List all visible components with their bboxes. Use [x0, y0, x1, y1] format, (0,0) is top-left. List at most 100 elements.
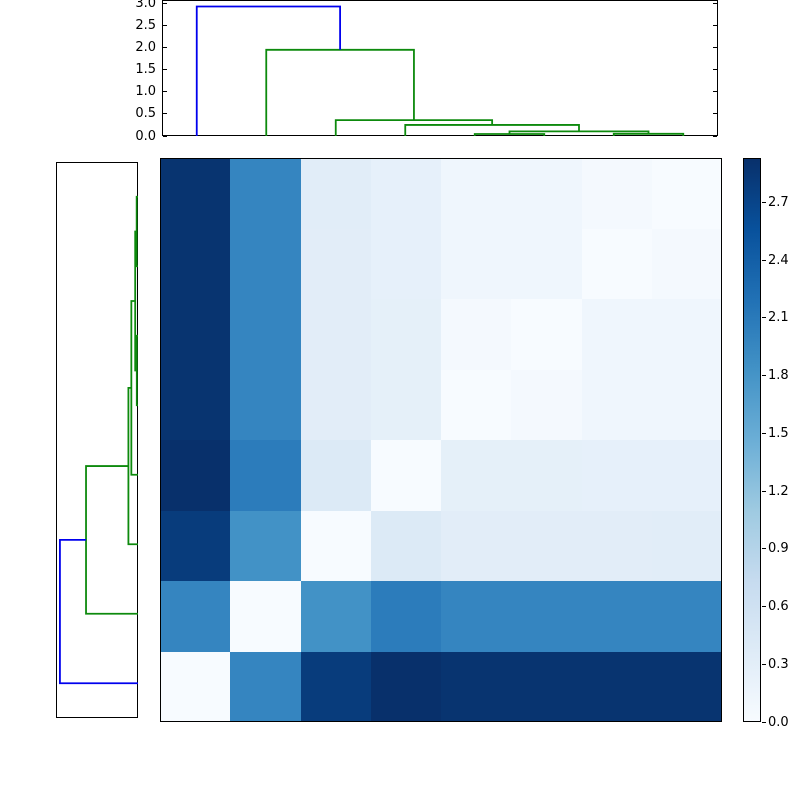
heatmap-matrix [160, 158, 722, 722]
colorbar-tick-label: 0.6 [768, 599, 789, 614]
heatmap-cell [511, 229, 582, 299]
heatmap-cell [441, 440, 511, 511]
top-axis-tick-label: 0.5 [135, 106, 156, 122]
heatmap-cell [371, 299, 441, 370]
heatmap-cell [371, 581, 441, 652]
heatmap-cell [230, 370, 301, 440]
heatmap-cell [160, 652, 230, 722]
colorbar-tick [762, 259, 766, 261]
top-axis-tick-label: 3.0 [135, 0, 156, 11]
colorbar-tick-label: 2.7 [768, 194, 789, 210]
heatmap-cell [511, 511, 582, 581]
heatmap-cell [301, 370, 371, 440]
colorbar-tick-label: 0.3 [768, 656, 789, 672]
heatmap-cell [441, 229, 511, 299]
heatmap-cell [371, 229, 441, 299]
colorbar-tick [762, 663, 766, 665]
top-axis-tick-left [163, 91, 167, 93]
heatmap-cell [582, 440, 652, 511]
colorbar-tick [762, 490, 766, 492]
heatmap-cell [301, 229, 371, 299]
heatmap-border [160, 158, 722, 722]
heatmap-cell [160, 440, 230, 511]
top-axis-tick-right [713, 91, 717, 93]
colorbar-tick-label: 2.4 [768, 252, 789, 268]
heatmap-cell [160, 511, 230, 581]
heatmap-cell [582, 158, 652, 229]
colorbar-tick [762, 721, 766, 723]
heatmap-cell [511, 440, 582, 511]
top-axis-tick-left [163, 135, 167, 137]
colorbar-tick-label: 1.2 [768, 483, 789, 499]
heatmap-cell [230, 440, 301, 511]
top-axis-tick-label: 2.5 [135, 18, 156, 33]
heatmap-cell [441, 370, 511, 440]
heatmap-cell [441, 581, 511, 652]
top-axis-tick-right [713, 25, 717, 26]
heatmap-cell [230, 511, 301, 581]
top-axis-tick-right [713, 135, 717, 137]
colorbar-tick-label: 0.9 [768, 541, 789, 557]
heatmap-cell [230, 229, 301, 299]
heatmap-cell [160, 299, 230, 370]
heatmap-cell [160, 229, 230, 299]
left-dendrogram-axes [56, 162, 138, 718]
top-axis-tick-label: 0.0 [135, 128, 156, 144]
heatmap-cell [301, 158, 371, 229]
heatmap-cell [582, 652, 652, 722]
top-axis-tick-left [163, 2, 167, 4]
heatmap-cell [582, 299, 652, 370]
heatmap-cell [301, 652, 371, 722]
heatmap-cell [371, 440, 441, 511]
colorbar-tick [762, 375, 766, 376]
colorbar-tick [762, 548, 766, 550]
heatmap-cell [371, 511, 441, 581]
heatmap-cell [652, 299, 722, 370]
heatmap-cell [160, 158, 230, 229]
heatmap-cell [160, 370, 230, 440]
heatmap-cell [441, 158, 511, 229]
top-dendrogram-axes [162, 0, 718, 136]
heatmap-cell [652, 511, 722, 581]
top-axis-tick-label: 1.0 [135, 84, 156, 100]
heatmap-cell [371, 158, 441, 229]
heatmap-cell [582, 370, 652, 440]
heatmap-cell [371, 370, 441, 440]
heatmap-cell [230, 581, 301, 652]
heatmap-cell [160, 581, 230, 652]
top-axis-tick-left [163, 25, 167, 26]
heatmap-cell [511, 581, 582, 652]
heatmap-cell [301, 511, 371, 581]
colorbar-tick [762, 317, 766, 319]
colorbar-tick-label: 1.5 [768, 425, 789, 441]
heatmap-cell [582, 229, 652, 299]
top-axis-tick-right [713, 47, 717, 49]
heatmap-cell [652, 440, 722, 511]
heatmap-cell [230, 299, 301, 370]
top-axis-tick-right [713, 69, 717, 71]
heatmap-cell [511, 370, 582, 440]
colorbar [743, 158, 761, 722]
heatmap-cell [652, 229, 722, 299]
heatmap-cell [511, 299, 582, 370]
heatmap-cell [441, 511, 511, 581]
colorbar-tick [762, 432, 766, 434]
heatmap-cell [301, 440, 371, 511]
heatmap-cell [371, 652, 441, 722]
colorbar-tick [762, 201, 766, 203]
colorbar-tick [762, 606, 766, 607]
colorbar-tick-label: 1.8 [768, 368, 789, 383]
heatmap-cell [230, 652, 301, 722]
top-axis-tick-right [713, 113, 717, 115]
top-axis-tick-label: 2.0 [135, 40, 156, 56]
heatmap-cell [582, 511, 652, 581]
heatmap-cell [582, 581, 652, 652]
heatmap-cell [230, 158, 301, 229]
top-axis-tick-left [163, 69, 167, 71]
top-axis-tick-left [163, 47, 167, 49]
colorbar-tick-label: 2.1 [768, 310, 789, 326]
top-axis-tick-label: 1.5 [135, 62, 156, 78]
heatmap-cell [441, 652, 511, 722]
heatmap-cell [301, 581, 371, 652]
heatmap-cell [652, 652, 722, 722]
